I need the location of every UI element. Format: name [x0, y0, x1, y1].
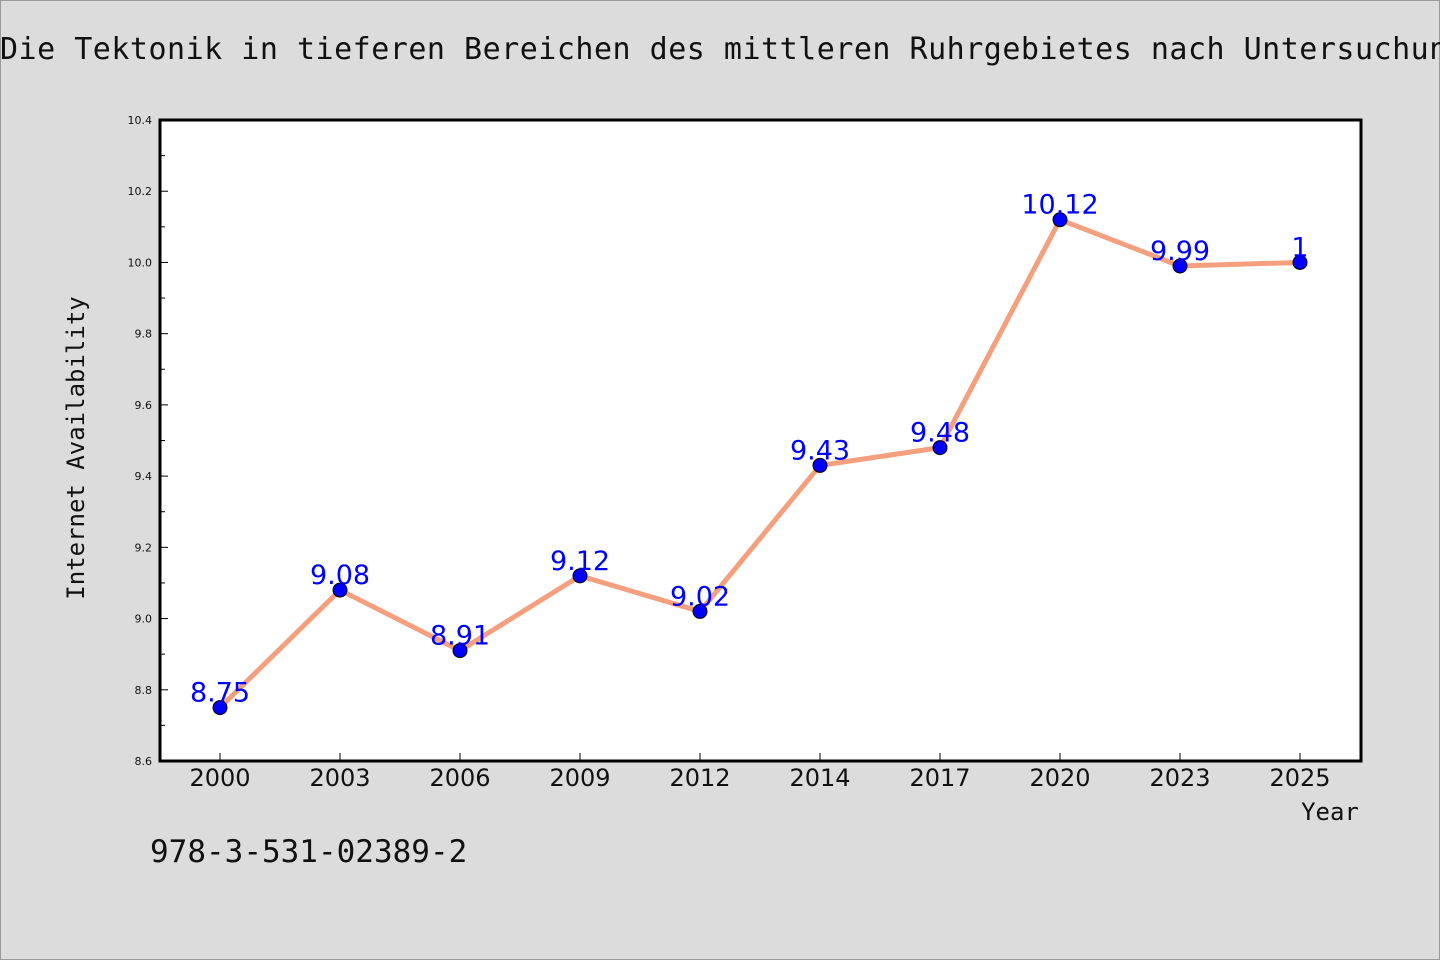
- data-label: 9.48: [910, 418, 970, 449]
- x-tick-label: 2003: [309, 764, 370, 792]
- data-label: 10.12: [1021, 190, 1098, 221]
- data-label: 9.02: [670, 581, 730, 612]
- y-tick-label: 8.6: [135, 755, 153, 768]
- x-tick-label: 2006: [429, 764, 490, 792]
- data-label: 9.08: [310, 560, 370, 591]
- y-tick-label: 9.0: [135, 613, 153, 626]
- x-tick-label: 2000: [189, 764, 250, 792]
- x-tick-label: 2025: [1269, 764, 1330, 792]
- x-tick-label: 2020: [1029, 764, 1090, 792]
- y-tick-label: 9.8: [135, 328, 153, 341]
- y-tick-label: 8.8: [135, 684, 153, 697]
- data-point: [332, 582, 348, 598]
- y-tick-label: 9.4: [135, 470, 153, 483]
- data-label: 9.43: [790, 435, 850, 466]
- series-line: [218, 217, 1301, 710]
- x-axis-label: Year: [1301, 798, 1359, 826]
- data-point: [1292, 254, 1308, 270]
- data-label: 9.99: [1150, 236, 1210, 267]
- data-label: 9.12: [550, 546, 610, 577]
- data-point: [812, 457, 828, 473]
- y-tick-label: 10.4: [128, 114, 153, 127]
- data-labels: 8.75 9.08 8.91 9.12 9.02 9.43 9.48 10.12 9.99 1: [190, 190, 1309, 709]
- data-point: [692, 603, 708, 619]
- y-tick-label: 9.6: [135, 399, 153, 412]
- x-tick-label: 2009: [549, 764, 610, 792]
- x-axis: 2000 2003 2006 2009 2012 2014 2017 2020 2023 2025: [189, 753, 1331, 792]
- data-label: 8.75: [190, 678, 250, 709]
- data-point: [212, 700, 228, 716]
- x-tick-label: 2017: [909, 764, 970, 792]
- data-markers: [212, 212, 1308, 716]
- y-tick-label: 9.2: [135, 541, 153, 554]
- data-label: 8.91: [430, 621, 490, 652]
- y-tick-label: 10.0: [128, 256, 153, 269]
- x-tick-label: 2014: [789, 764, 850, 792]
- y-axis: 8.6 8.8 9.0 9.2 9.4 9.6 9.8 10.0 10.2 10.4: [128, 114, 168, 768]
- footnote-isbn: 978-3-531-02389-2: [150, 834, 468, 870]
- x-tick-label: 2012: [669, 764, 730, 792]
- data-point: [1052, 212, 1068, 228]
- plot-area: [158, 118, 1363, 763]
- y-axis-label: Internet Availability: [62, 296, 90, 599]
- data-label: 1: [1291, 232, 1308, 263]
- data-point: [1172, 258, 1188, 274]
- data-point: [452, 643, 468, 659]
- y-tick-label: 10.2: [128, 185, 153, 198]
- x-tick-label: 2023: [1149, 764, 1210, 792]
- chart-title: Die Tektonik in tieferen Bereichen des m…: [0, 32, 1440, 67]
- data-point: [572, 568, 588, 584]
- data-point: [932, 440, 948, 456]
